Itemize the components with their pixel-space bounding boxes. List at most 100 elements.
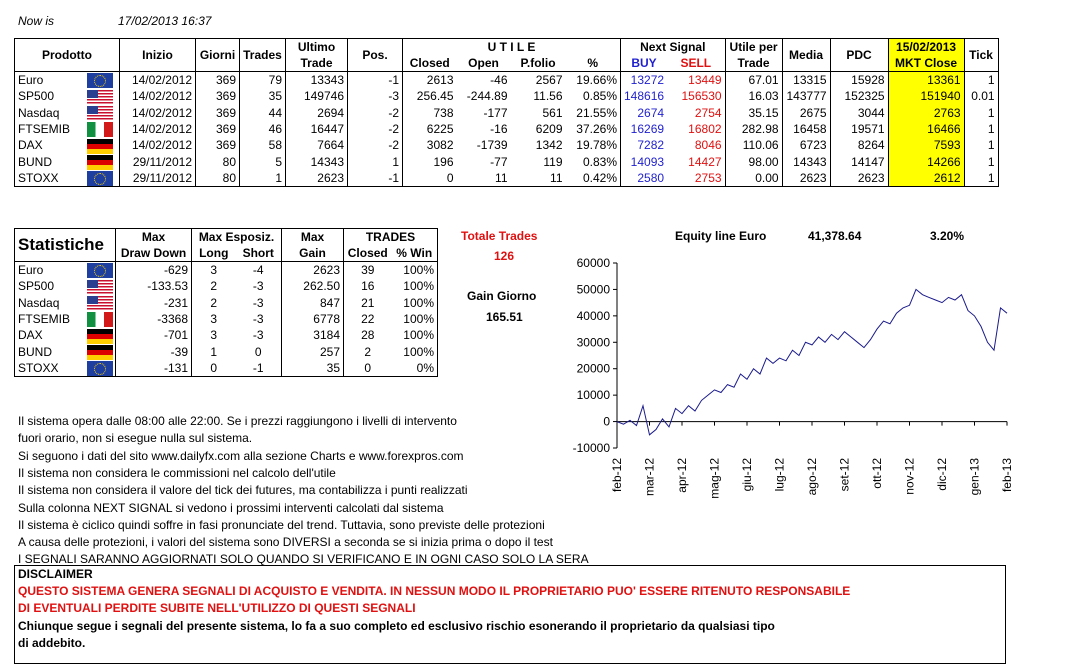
col-utile: U T I L E xyxy=(402,38,621,55)
col-pdc: PDC xyxy=(830,38,889,72)
row-tick: 0.01 xyxy=(964,88,999,105)
stats-dd: -3368 xyxy=(115,310,192,328)
col-max-dd-1: Max xyxy=(115,228,192,245)
row-closed: 6225 xyxy=(426,122,454,137)
row-sell: 156530 xyxy=(667,88,726,105)
stats-win: 100% xyxy=(391,261,438,279)
stats-long: 2 xyxy=(210,279,218,294)
col-giorni: Giorni xyxy=(195,38,240,72)
row-pdc: 3044 xyxy=(830,104,889,121)
note-line: Il sistema non considera le commissioni … xyxy=(18,465,336,480)
col-open: Open xyxy=(456,55,511,72)
stats-row: FTSEMIB -3368 3 -3 6778 22 100% xyxy=(14,310,438,328)
col-ultimo-2: Trade xyxy=(285,55,348,72)
row-pdc: 2623 xyxy=(830,169,889,188)
row-mkt-close: 13361 xyxy=(888,71,965,89)
col-prodotto: Prodotto xyxy=(14,38,120,72)
y-tick-label: 40000 xyxy=(577,309,611,323)
row-giorni: 80 xyxy=(195,153,240,170)
row-buy: 148616 xyxy=(624,89,665,104)
row-pfolio: 561 xyxy=(542,105,563,120)
row-name: Nasdaq xyxy=(14,104,85,121)
col-short: Short xyxy=(235,245,282,262)
flag-it-icon xyxy=(86,312,113,328)
note-line: fuori orario, non si esegue nulla sul si… xyxy=(18,431,253,446)
row-pdc: 8264 xyxy=(830,137,889,154)
col-mkt-date: 15/02/2013 xyxy=(888,38,965,55)
row-ultimo: 149746 xyxy=(285,88,348,105)
now-label: Now is xyxy=(18,14,55,28)
row-open: -177 xyxy=(483,105,508,120)
flag-cell xyxy=(84,169,120,188)
col-long: Long xyxy=(191,245,236,262)
stats-name: FTSEMIB xyxy=(14,310,85,328)
row-name: STOXX xyxy=(14,169,85,188)
row-inizio: 14/02/2012 xyxy=(119,88,196,105)
row-pos: -1 xyxy=(347,71,403,89)
row-giorni: 369 xyxy=(195,104,240,121)
note-line: Il sistema non considera il valore del t… xyxy=(18,483,468,498)
stats-row: BUND -39 1 0 257 2 100% xyxy=(14,343,438,360)
stats-name: STOXX xyxy=(14,359,85,378)
flag-cell xyxy=(84,104,120,121)
row-mkt-close: 7593 xyxy=(888,137,965,154)
equity-value: 41,378.64 xyxy=(808,229,862,243)
stats-closed: 28 xyxy=(361,328,375,343)
col-utile-per-2: Trade xyxy=(725,55,783,72)
row-pdc: 19571 xyxy=(830,120,889,138)
col-buy: BUY xyxy=(620,55,668,72)
note-line: Il sistema opera dalle 08:00 alle 22:00.… xyxy=(18,414,457,428)
col-pos: Pos. xyxy=(347,38,403,72)
row-trades: 46 xyxy=(239,120,286,138)
row-pos: -2 xyxy=(347,137,403,154)
row-mkt-close: 14266 xyxy=(888,153,965,170)
row-media: 16458 xyxy=(782,120,831,138)
flag-us-icon xyxy=(86,105,113,121)
x-tick-label: mag-12 xyxy=(708,458,722,499)
stats-dd: -131 xyxy=(115,359,192,378)
row-closed: 196 xyxy=(433,154,454,169)
row-giorni: 369 xyxy=(195,88,240,105)
row-open: -244.89 xyxy=(466,89,508,104)
row-name: SP500 xyxy=(14,88,85,105)
disclaimer-text-2: di addebito. xyxy=(18,636,86,650)
row-ultimo: 7664 xyxy=(285,137,348,154)
row-open: -16 xyxy=(490,122,508,137)
row-utile: 35.15 xyxy=(725,104,783,121)
row-pct: 0.42% xyxy=(565,169,621,188)
stats-closed: 21 xyxy=(361,295,375,310)
flag-cell xyxy=(84,327,116,344)
row-buy: 2674 xyxy=(637,105,665,120)
col-stats-win: % Win xyxy=(391,245,438,262)
col-inizio: Inizio xyxy=(119,38,196,72)
row-pdc: 14147 xyxy=(830,153,889,170)
row-sell: 8046 xyxy=(667,137,726,154)
row-ultimo: 2623 xyxy=(285,169,348,188)
stats-win: 100% xyxy=(391,278,438,295)
gain-giorno-label: Gain Giorno xyxy=(467,289,537,303)
flag-eu-icon xyxy=(86,361,113,377)
row-utile: 0.00 xyxy=(725,169,783,188)
stats-long: 1 xyxy=(210,344,218,359)
row-sell: 2754 xyxy=(667,104,726,121)
market-row: FTSEMIB 14/02/2012 369 46 16447 -2 6225 -16 6209… xyxy=(14,120,999,138)
row-inizio: 29/11/2012 xyxy=(119,169,196,188)
row-mkt-close: 151940 xyxy=(888,88,965,105)
flag-de-icon xyxy=(86,154,113,170)
flag-eu-icon xyxy=(86,73,113,89)
row-closed: 2613 xyxy=(426,73,454,88)
flag-cell xyxy=(84,359,116,378)
stats-row: Euro -629 3 -4 2623 39 100% xyxy=(14,261,438,279)
stats-gain: 35 xyxy=(281,359,344,378)
flag-it-icon xyxy=(86,122,113,138)
disclaimer-box: DISCLAIMER QUESTO SISTEMA GENERA SEGNALI… xyxy=(14,565,1006,664)
stats-long: 0 xyxy=(191,359,236,378)
stats-dd: -231 xyxy=(115,294,192,311)
col-max-dd-2: Draw Down xyxy=(115,245,192,262)
col-pct: % xyxy=(565,55,621,72)
stats-dd: -629 xyxy=(115,261,192,279)
stats-short: -3 xyxy=(235,278,282,295)
equity-chart: 60000 50000 40000 30000 20000 10000 0 -10000 feb… xyxy=(573,256,1014,499)
y-tick-label: 10000 xyxy=(577,388,611,402)
stats-dd: -133.53 xyxy=(115,278,192,295)
